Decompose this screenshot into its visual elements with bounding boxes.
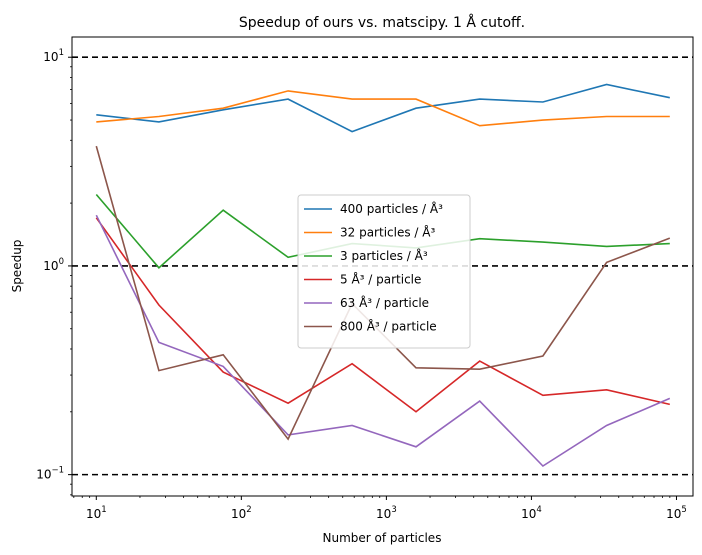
legend-label-5: 800 Å³ / particle bbox=[340, 319, 437, 334]
chart-title: Speedup of ours vs. matscipy. 1 Å cutoff… bbox=[239, 14, 525, 31]
legend-label-3: 5 Å³ / particle bbox=[340, 272, 421, 287]
x-tick-label-0: 101 bbox=[86, 505, 107, 521]
legend-label-0: 400 particles / Å³ bbox=[340, 201, 443, 216]
plot-frame bbox=[71, 36, 694, 497]
series-line-4 bbox=[95, 214, 671, 468]
series-line-3 bbox=[95, 217, 670, 413]
y-axis-label: Speedup bbox=[10, 240, 24, 293]
legend-box bbox=[297, 194, 471, 349]
series-line-0 bbox=[96, 83, 670, 133]
x-tick-label-4: 105 bbox=[666, 505, 687, 521]
x-tick-label-1: 102 bbox=[231, 505, 252, 521]
x-tick-label-3: 104 bbox=[521, 505, 542, 521]
y-tick-label-2: 101 bbox=[43, 48, 64, 64]
y-tick-label-1: 100 bbox=[43, 257, 64, 273]
legend: 400 particles / Å³ 32 particles / Å³ 3 par… bbox=[297, 194, 471, 349]
y-tick-label-0: 10−1 bbox=[36, 466, 64, 482]
legend-label-2: 3 particles / Å³ bbox=[340, 248, 428, 263]
x-axis-label: Number of particles bbox=[323, 531, 442, 545]
series-line-1 bbox=[96, 90, 670, 127]
legend-label-4: 63 Å³ / particle bbox=[340, 295, 429, 310]
legend-label-1: 32 particles / Å³ bbox=[340, 225, 435, 240]
x-axis: 101 102 103 104 105 bbox=[73, 496, 687, 521]
y-axis: 10−1 100 101 bbox=[36, 48, 72, 496]
x-tick-label-2: 103 bbox=[376, 505, 397, 521]
